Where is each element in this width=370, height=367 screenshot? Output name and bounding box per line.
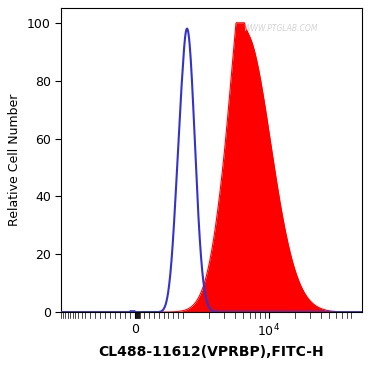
Text: WWW.PTGLAB.COM: WWW.PTGLAB.COM	[243, 23, 318, 33]
X-axis label: CL488-11612(VPRBP),FITC-H: CL488-11612(VPRBP),FITC-H	[99, 345, 324, 359]
Y-axis label: Relative Cell Number: Relative Cell Number	[9, 94, 21, 226]
